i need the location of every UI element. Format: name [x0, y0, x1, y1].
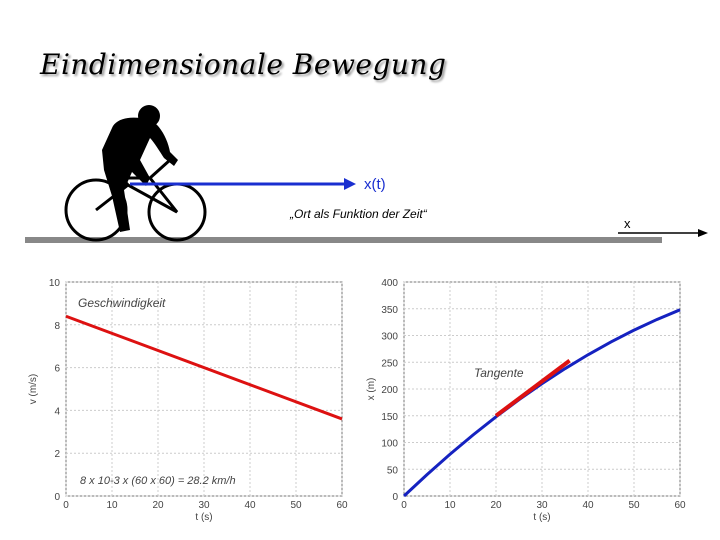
rider-silhouette	[102, 117, 178, 232]
y-tick-label: 0	[392, 492, 398, 503]
x-tick-label: 40	[244, 500, 256, 511]
x-tick-label: 10	[444, 500, 456, 511]
tangent-annotation: Tangente	[474, 366, 524, 380]
x-tick-label: 20	[152, 500, 164, 511]
x-tick-label: 30	[198, 500, 210, 511]
cyclist-illustration	[25, 105, 708, 243]
y-tick-label: 6	[54, 364, 60, 375]
y-tick-label: 250	[381, 358, 398, 369]
x-tick-label: 0	[401, 500, 407, 511]
series-line	[65, 314, 343, 421]
y-tick-label: 0	[54, 492, 60, 503]
caption-text: „Ort als Funktion der Zeit“	[290, 207, 427, 221]
position-arrow-label: x(t)	[364, 176, 386, 193]
y-tick-label: 350	[381, 305, 398, 316]
y-tick-label: 200	[381, 385, 398, 396]
x-axis-label: x	[624, 216, 631, 231]
x-tick-label: 60	[336, 500, 348, 511]
x-tick-label: 30	[536, 500, 548, 511]
y-tick-label: 50	[387, 465, 399, 476]
ground-line	[25, 237, 662, 243]
velocity-calculation-note: 8 x 10-3 x (60 x 60) = 28.2 km/h	[80, 475, 236, 487]
y-tick-label: 100	[381, 439, 398, 450]
y-tick-label: 2	[54, 449, 60, 460]
velocity-annotation: Geschwindigkeit	[78, 296, 166, 310]
x-tick-label: 50	[290, 500, 302, 511]
rider-head	[138, 105, 160, 127]
y-axis-title: x (m)	[366, 378, 377, 401]
tangent-line	[494, 359, 571, 418]
y-axis-title: v (m/s)	[28, 374, 39, 405]
y-tick-label: 10	[49, 278, 61, 289]
y-tick-label: 300	[381, 332, 398, 343]
y-tick-label: 4	[54, 406, 60, 417]
y-tick-label: 8	[54, 321, 60, 332]
x-tick-label: 40	[582, 500, 594, 511]
x-tick-label: 10	[106, 500, 118, 511]
x-tick-label: 50	[628, 500, 640, 511]
page-title: Eindimensionale Bewegung	[40, 48, 447, 81]
x-tick-label: 20	[490, 500, 502, 511]
x-axis-title: t (s)	[533, 512, 550, 523]
y-tick-label: 150	[381, 412, 398, 423]
x-tick-label: 60	[674, 500, 686, 511]
x-tick-label: 0	[63, 500, 69, 511]
x-axis-title: t (s)	[195, 512, 212, 523]
y-tick-label: 400	[381, 278, 398, 289]
